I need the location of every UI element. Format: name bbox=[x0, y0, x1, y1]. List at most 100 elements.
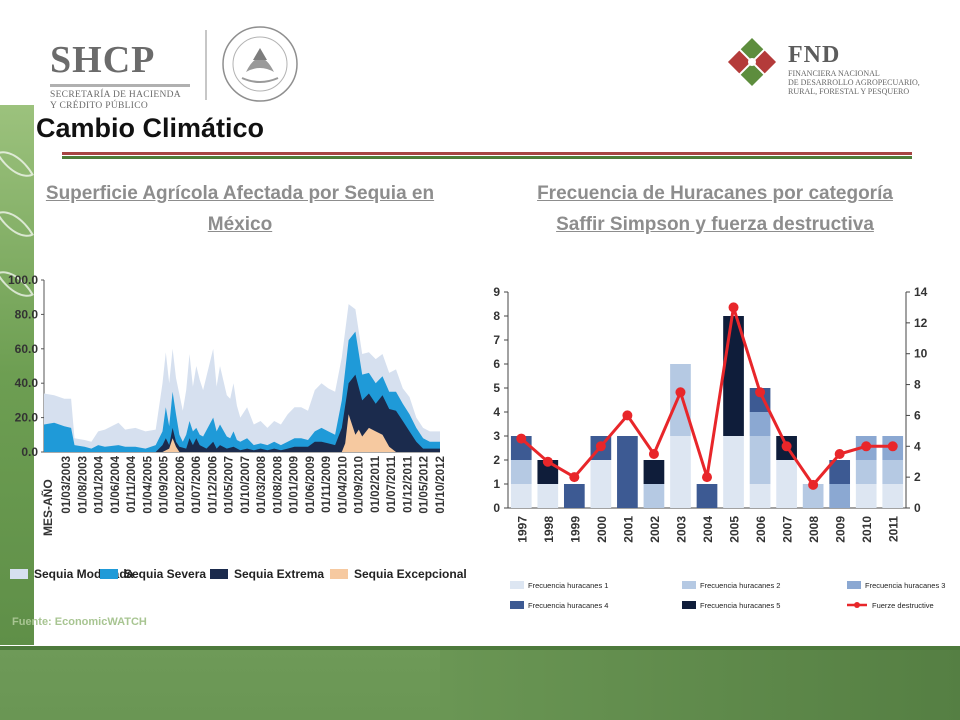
bar-segment-cat3 bbox=[749, 412, 771, 436]
bar-segment-cat5 bbox=[643, 460, 665, 484]
bar-segment-cat1 bbox=[749, 484, 771, 508]
line-point bbox=[728, 302, 739, 313]
x-tick-label: 1998 bbox=[542, 516, 556, 543]
y2-tick-label: 14 bbox=[914, 285, 928, 299]
shcp-logo: SHCP SECRETARÍA DE HACIENDA Y CRÉDITO PÚ… bbox=[50, 38, 190, 112]
x-tick-label: 01/06/2004 bbox=[110, 455, 122, 513]
fnd-wordmark: FND bbox=[788, 42, 841, 68]
line-point bbox=[781, 441, 792, 452]
x-tick-label: 1999 bbox=[568, 516, 582, 543]
legend-label: Frecuencia huracanes 2 bbox=[700, 581, 780, 590]
y2-tick-label: 10 bbox=[914, 347, 928, 361]
y2-tick-label: 2 bbox=[914, 470, 921, 484]
source-note: Fuente: EconomicWATCH bbox=[12, 616, 147, 628]
x-tick-label: 01/02/2006 bbox=[175, 456, 187, 514]
legend-label: Frecuencia huracanes 3 bbox=[865, 581, 945, 590]
y-tick-label: 0 bbox=[493, 501, 500, 515]
legend-swatch-cat5 bbox=[682, 601, 696, 609]
bar-segment-cat4 bbox=[829, 460, 851, 484]
leaf-icon bbox=[0, 142, 35, 186]
x-tick-label: 2011 bbox=[887, 516, 901, 542]
x-tick-label: 01/12/2011 bbox=[402, 455, 414, 513]
x-tick-label: 01/10/2007 bbox=[240, 456, 252, 514]
y2-tick-label: 4 bbox=[914, 439, 921, 453]
x-tick-label: 01/04/2010 bbox=[337, 456, 349, 514]
line-point bbox=[861, 441, 872, 452]
line-point bbox=[755, 387, 766, 398]
bar-segment-cat2 bbox=[670, 364, 691, 436]
legend-label: Sequia Severa bbox=[124, 567, 206, 581]
shcp-wordmark: SHCP bbox=[50, 39, 156, 81]
y2-tick-label: 0 bbox=[914, 501, 921, 515]
bar-segment-cat4 bbox=[617, 436, 638, 508]
legend-marker-fuerza bbox=[854, 602, 860, 608]
line-point bbox=[834, 449, 845, 459]
bar-segment-cat1 bbox=[537, 484, 559, 508]
legend-swatch-severa bbox=[100, 569, 118, 579]
bar-segment-cat4 bbox=[563, 484, 585, 508]
y-tick-label: 4 bbox=[493, 405, 500, 419]
left-decorative-band bbox=[0, 105, 35, 645]
x-tick-label: 01/01/2009 bbox=[289, 456, 301, 514]
x-tick-label: 01/08/2008 bbox=[272, 455, 284, 513]
x-tick-label: 2005 bbox=[728, 516, 742, 543]
fnd-subtitle-2: DE DESARROLLO AGROPECUARIO, bbox=[788, 78, 920, 87]
y2-tick-label: 8 bbox=[914, 378, 921, 392]
y-tick-label: 8 bbox=[493, 309, 500, 323]
y-tick-label: 0.0 bbox=[21, 445, 38, 459]
line-point bbox=[516, 433, 527, 444]
bar-segment-cat1 bbox=[723, 436, 744, 508]
x-tick-label: 2001 bbox=[621, 516, 635, 543]
legend-swatch-cat1 bbox=[510, 581, 524, 589]
chart-title-drought: Superficie Agrícola Afectada por Sequia … bbox=[45, 183, 435, 235]
line-point bbox=[622, 410, 633, 421]
page-title: Cambio Climático bbox=[36, 113, 265, 143]
x-axis-title: MES-AÑO bbox=[40, 479, 55, 536]
bar-segment-cat2 bbox=[802, 484, 824, 508]
x-tick-label: 2002 bbox=[648, 516, 662, 543]
x-tick-label: 01/03/2008 bbox=[256, 455, 268, 513]
line-point bbox=[702, 472, 712, 483]
bar-segment-cat2 bbox=[855, 460, 877, 484]
x-tick-label: 2004 bbox=[701, 516, 715, 543]
x-tick-label: 01/11/2004 bbox=[126, 455, 138, 513]
y-tick-label: 3 bbox=[493, 429, 500, 443]
x-tick-label: 01/06/2009 bbox=[305, 456, 317, 514]
line-point bbox=[542, 456, 553, 467]
x-tick-label: 01/04/2005 bbox=[142, 455, 154, 513]
bar-segment-cat1 bbox=[510, 484, 532, 508]
title-underline bbox=[62, 152, 912, 160]
x-tick-label: 01/05/2012 bbox=[419, 456, 431, 514]
legend-swatch-moderada bbox=[10, 569, 28, 579]
y-tick-label: 5 bbox=[493, 381, 500, 395]
x-tick-label: 01/07/2011 bbox=[386, 455, 398, 513]
y-tick-label: 40.0 bbox=[15, 376, 39, 390]
legend-label: Frecuencia huracanes 5 bbox=[700, 601, 780, 610]
legend-swatch-cat4 bbox=[510, 601, 524, 609]
y-tick-label: 7 bbox=[493, 333, 500, 347]
bar-segment-cat1 bbox=[855, 484, 877, 508]
x-tick-label: 2009 bbox=[834, 516, 848, 543]
y-tick-label: 80.0 bbox=[15, 307, 39, 321]
x-tick-label: 01/09/2005 bbox=[159, 455, 171, 513]
x-tick-label: 2003 bbox=[674, 516, 688, 543]
header-divider bbox=[205, 30, 207, 100]
legend-label: Frecuencia huracanes 4 bbox=[528, 601, 608, 610]
x-tick-label: 01/03/2003 bbox=[61, 456, 73, 514]
x-tick-label: 01/07/2006 bbox=[191, 456, 203, 514]
y-tick-label: 60.0 bbox=[15, 342, 39, 356]
drought-area-chart: 100.0 80.0 60.0 40.0 20.0 0.0 MES-AÑO 01/03/200… bbox=[8, 273, 467, 581]
area-series-severa bbox=[44, 331, 440, 452]
x-tick-label: 01/12/2006 bbox=[207, 456, 219, 514]
line-fuerza-destructiva bbox=[520, 306, 893, 488]
x-tick-label: 2008 bbox=[807, 516, 821, 543]
x-tick-label: 01/01/2004 bbox=[94, 455, 106, 513]
y-tick-label: 1 bbox=[493, 477, 500, 491]
x-tick-label: 01/10/2012 bbox=[435, 456, 447, 514]
y2-tick-label: 6 bbox=[914, 408, 921, 422]
legend-label: Sequia Excepcional bbox=[354, 567, 467, 581]
legend-swatch-cat3 bbox=[847, 581, 861, 589]
bar-segment-cat3 bbox=[829, 484, 851, 508]
area-series-extrema bbox=[44, 374, 440, 452]
